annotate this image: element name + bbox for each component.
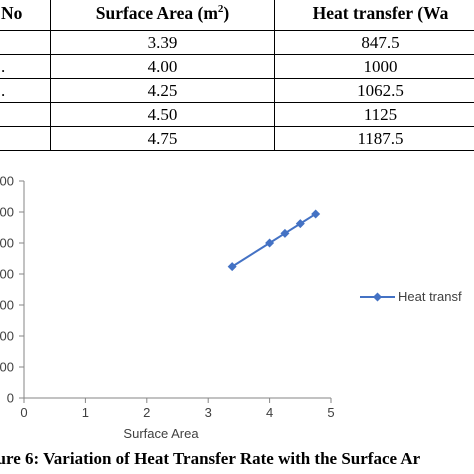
- cell-no: .: [0, 78, 51, 103]
- cell-heat: 1125: [274, 102, 474, 127]
- cell-heat: 847.5: [274, 30, 474, 55]
- legend: Heat transf: [360, 289, 462, 304]
- data-point: [280, 228, 290, 238]
- x-tick-label: 1: [82, 405, 89, 420]
- cell-no: [0, 30, 51, 55]
- data-point: [227, 262, 237, 272]
- y-tick-label: 00: [0, 329, 14, 344]
- table-row: 4.50 1125: [0, 102, 474, 127]
- y-tick-label: 00: [0, 267, 14, 282]
- figure-caption: gure 6: Variation of Heat Transfer Rate …: [0, 449, 421, 468]
- cell-heat: 1000: [274, 54, 474, 79]
- x-tick-label: 2: [143, 405, 150, 420]
- table-row: . 4.00 1000: [0, 54, 474, 79]
- header-surface-area: Surface Area (m2): [50, 0, 275, 31]
- cell-area: 4.00: [50, 54, 275, 79]
- table-row: 4.75 1187.5: [0, 126, 474, 151]
- cell-no: [0, 126, 51, 151]
- cell-area: 3.39: [50, 30, 275, 55]
- data-point: [295, 219, 305, 229]
- y-tick-label: 00: [0, 205, 14, 220]
- cell-area: 4.75: [50, 126, 275, 151]
- y-tick-label: 00: [0, 298, 14, 313]
- cell-heat: 1062.5: [274, 78, 474, 103]
- header-no: No: [0, 0, 51, 31]
- data-point: [265, 238, 275, 248]
- x-tick-label: 4: [266, 405, 273, 420]
- x-tick-label: 5: [327, 405, 334, 420]
- y-tick-label: 0: [7, 391, 14, 406]
- data-table: No Surface Area (m2) Heat transfer (Wa 3…: [0, 0, 474, 151]
- series-line: [231, 213, 317, 268]
- table-header-row: No Surface Area (m2) Heat transfer (Wa: [0, 0, 474, 31]
- y-tick-label: 00: [0, 360, 14, 375]
- cell-area: 4.50: [50, 102, 275, 127]
- table-row: . 4.25 1062.5: [0, 78, 474, 103]
- cell-area: 4.25: [50, 78, 275, 103]
- table-row: 3.39 847.5: [0, 30, 474, 55]
- data-point: [311, 209, 321, 219]
- x-axis-title: Surface Area: [123, 426, 199, 441]
- legend-label: Heat transf: [398, 289, 462, 304]
- series: [227, 209, 321, 272]
- x-axis: 0 1 2 3 4 5: [20, 397, 335, 420]
- x-tick-label: 0: [20, 405, 27, 420]
- legend-marker: [373, 292, 382, 302]
- cell-no: [0, 102, 51, 127]
- cell-no: .: [0, 54, 51, 79]
- y-tick-label: 00: [0, 236, 14, 251]
- x-tick-label: 3: [205, 405, 212, 420]
- header-heat-transfer: Heat transfer (Wa: [274, 0, 474, 31]
- cell-heat: 1187.5: [274, 126, 474, 151]
- y-tick-label: 00: [0, 174, 14, 189]
